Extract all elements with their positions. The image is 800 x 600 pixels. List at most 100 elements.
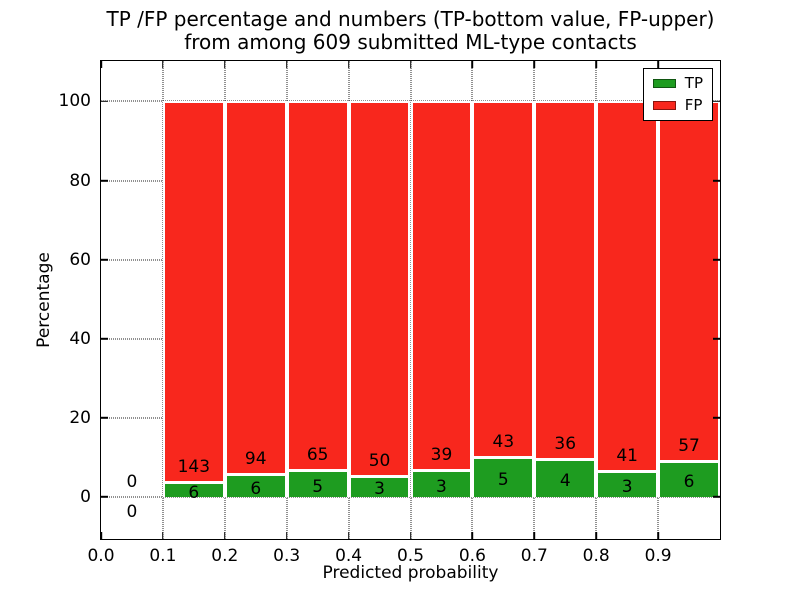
x-tick-label: 0.7 <box>520 546 548 566</box>
x-tick-mark <box>657 61 659 68</box>
x-tick-label: 0.6 <box>458 546 486 566</box>
tp-count-label: 5 <box>497 470 509 491</box>
x-tick-mark <box>224 61 226 68</box>
stacked-bar: 50 3 <box>348 101 411 498</box>
legend-entry: FP <box>652 96 703 114</box>
y-tick-label: 20 <box>69 407 91 428</box>
tp-segment <box>164 481 223 498</box>
tp-segment <box>350 474 409 498</box>
x-axis-label: Predicted probability <box>322 563 499 583</box>
chart-title: TP /FP percentage and numbers (TP-bottom… <box>100 8 721 54</box>
fp-count-label: 65 <box>306 444 329 465</box>
y-tick-mark <box>713 179 720 182</box>
y-tick-mark <box>713 258 720 261</box>
y-axis-label: Percentage <box>34 252 54 348</box>
x-tick-mark <box>409 532 412 539</box>
x-tick-mark <box>471 532 474 539</box>
x-tick-label: 0.1 <box>149 546 177 566</box>
fp-count-label: 36 <box>554 433 577 454</box>
y-tick-mark <box>713 496 720 498</box>
x-tick-mark <box>162 61 164 68</box>
stacked-bar: 43 5 <box>472 101 535 498</box>
legend-label: FP <box>684 96 703 114</box>
tp-count-label: 5 <box>312 476 324 497</box>
x-tick-label: 0.3 <box>273 546 301 566</box>
x-tick-mark <box>533 532 536 539</box>
tp-count-label: 3 <box>621 477 633 498</box>
x-tick-label: 0.4 <box>335 546 363 566</box>
tp-segment <box>412 468 471 498</box>
fp-count-label: 39 <box>430 444 453 465</box>
stacked-bar: 143 6 <box>162 101 225 501</box>
x-tick-mark <box>100 61 102 68</box>
y-tick-label: 40 <box>69 328 91 349</box>
y-tick-mark <box>713 100 720 103</box>
x-tick-mark <box>595 61 597 68</box>
tp-segment <box>226 473 285 498</box>
tp-count-label: 3 <box>436 476 447 497</box>
fp-count-label: 94 <box>244 449 267 470</box>
tp-segment <box>288 468 347 498</box>
y-tick-label: 100 <box>58 91 91 112</box>
x-tick-mark <box>657 532 659 539</box>
tp-count-label: 6 <box>683 471 695 492</box>
tp-count-label: 3 <box>374 479 385 500</box>
stacked-bar: 41 3 <box>596 101 659 498</box>
fp-count-label: 0 <box>126 472 138 493</box>
fp-count-label: 50 <box>368 450 391 471</box>
stacked-bar: 94 6 <box>224 101 287 498</box>
fp-count-label: 57 <box>678 435 700 456</box>
tp-count-label: 0 <box>126 502 138 523</box>
x-tick-mark <box>224 532 226 539</box>
y-tick-mark <box>101 179 108 182</box>
fp-count-label: 41 <box>616 446 638 467</box>
stacked-bar: 36 4 <box>534 101 597 498</box>
y-tick-mark <box>101 337 108 340</box>
y-tick-label: 60 <box>69 249 91 270</box>
y-tick-mark <box>101 100 108 103</box>
x-tick-mark <box>100 532 102 539</box>
x-tick-mark <box>285 61 288 68</box>
tp-count-label: 4 <box>559 470 571 491</box>
x-tick-mark <box>285 532 288 539</box>
tp-segment <box>598 470 657 498</box>
x-tick-label: 0.2 <box>211 546 239 566</box>
chart-title-line2: from among 609 submitted ML-type contact… <box>184 30 637 54</box>
stacked-bar: 65 5 <box>286 101 349 498</box>
stacked-bar: 39 3 <box>410 101 473 498</box>
x-tick-mark <box>347 61 350 68</box>
fp-color-swatch <box>652 101 676 110</box>
legend-entry: TP <box>652 74 703 92</box>
fp-count-label: 143 <box>177 457 211 478</box>
y-tick-label: 80 <box>69 170 91 191</box>
legend-label: TP <box>684 74 703 92</box>
tp-color-swatch <box>652 79 676 88</box>
y-tick-mark <box>713 337 720 340</box>
y-tick-mark <box>101 417 108 419</box>
stacked-bar: 57 6 <box>658 101 720 498</box>
y-tick-mark <box>713 417 720 419</box>
x-tick-label: 0.0 <box>87 546 115 566</box>
tp-segment <box>474 456 533 498</box>
tp-segment <box>660 459 718 498</box>
x-tick-mark <box>347 532 350 539</box>
chart-title-line1: TP /FP percentage and numbers (TP-bottom… <box>106 7 715 31</box>
legend: TP FP <box>642 68 713 121</box>
plot-area: 0 20 40 60 80 100 0.0 0.1 0.2 0.3 0.4 0.5 0.6 0.7 0.8 0… <box>59 60 721 566</box>
tp-segment <box>536 457 595 498</box>
x-tick-mark <box>162 532 164 539</box>
tp-count-label: 6 <box>188 482 200 503</box>
x-tick-mark <box>471 61 474 68</box>
x-tick-label: 0.5 <box>396 546 425 566</box>
x-tick-mark <box>533 61 536 68</box>
x-tick-mark <box>595 532 597 539</box>
tp-count-label: 6 <box>250 478 262 499</box>
x-tick-label: 0.9 <box>644 546 672 566</box>
y-tick-mark <box>101 496 108 498</box>
y-tick-mark <box>101 258 108 261</box>
y-tick-label: 0 <box>80 487 91 508</box>
fp-count-label: 43 <box>492 432 515 453</box>
x-tick-label: 0.8 <box>582 546 610 566</box>
x-tick-mark <box>409 61 412 68</box>
